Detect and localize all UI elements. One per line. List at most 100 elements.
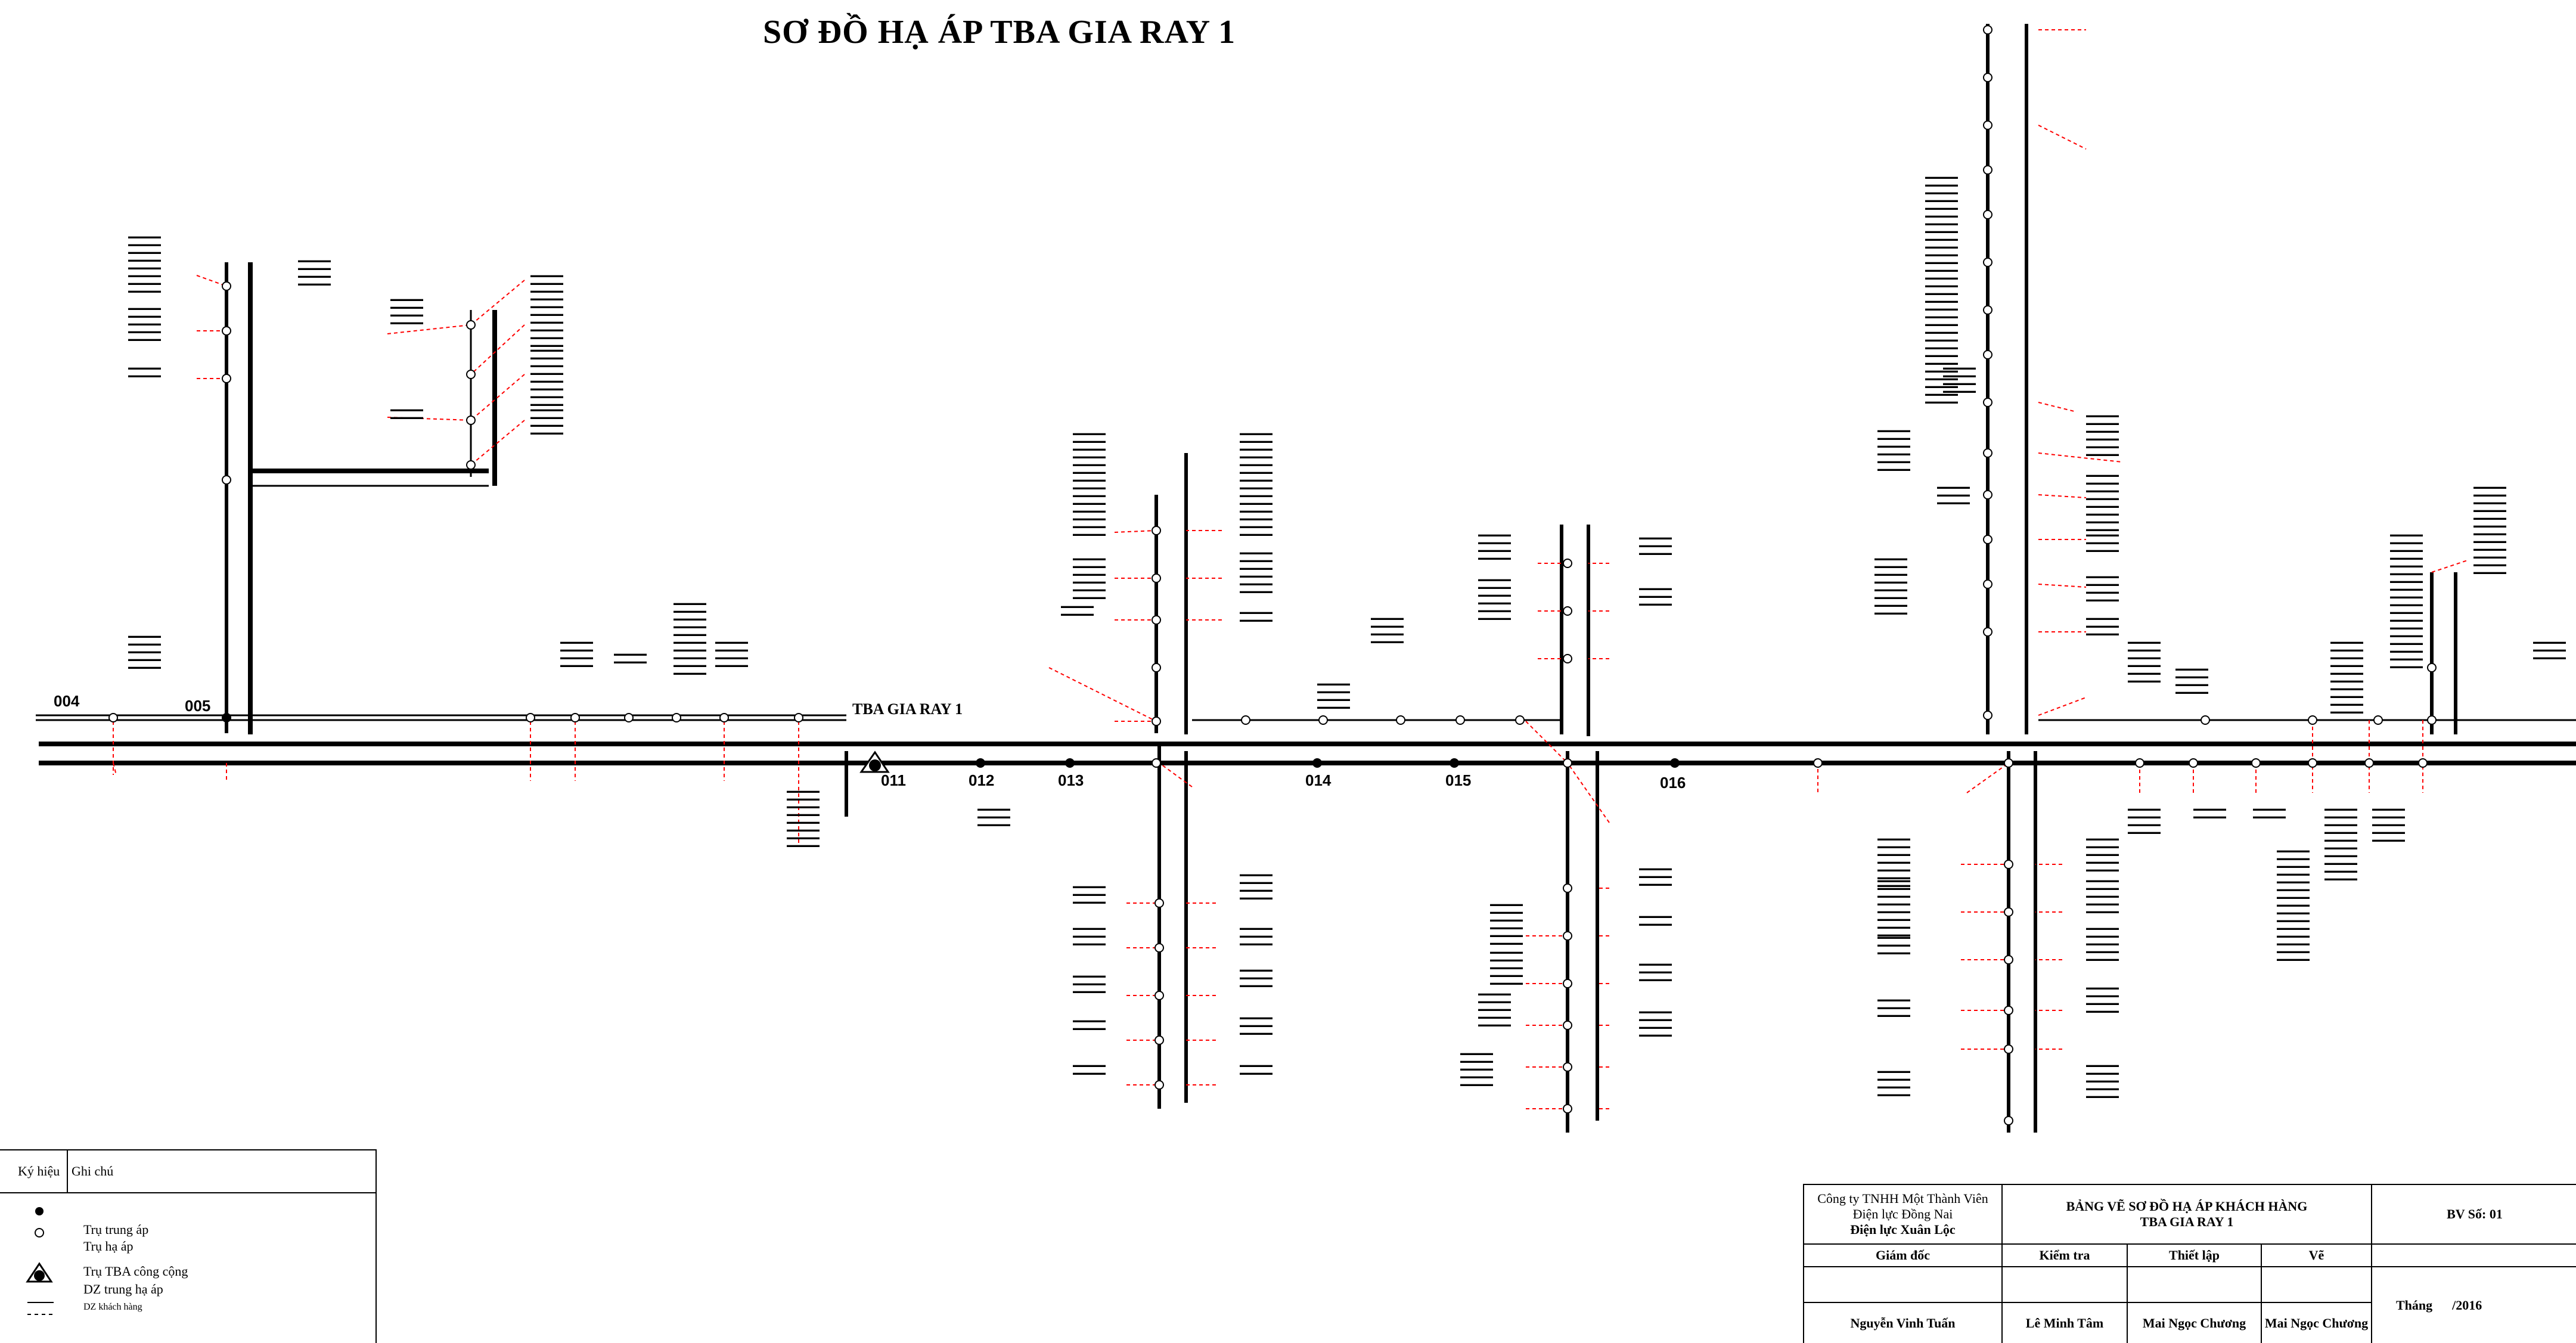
- meter-id: ▬▬▬▬▬: [1925, 173, 1958, 181]
- meter-id: ▬▬▬▬▬: [1240, 445, 1273, 452]
- meter-id: ▬▬▬▬▬: [298, 265, 331, 272]
- customer-line: [1114, 530, 1157, 533]
- lv-pole-circle: [2201, 715, 2210, 725]
- meter-id: ▬▬▬▬▬: [530, 393, 563, 400]
- meter-id: ▬▬▬▬▬: [1877, 1091, 1910, 1098]
- company-line3: Điện lực Xuân Lộc: [1850, 1222, 1956, 1237]
- meter-id: ▬▬▬▬▬: [1874, 578, 1907, 585]
- meter-id: ▬▬▬▬▬: [1240, 894, 1273, 901]
- meter-id: ▬▬▬▬▬: [1925, 243, 1958, 250]
- name-draw: Mai Ngọc Chương: [2262, 1303, 2372, 1343]
- meter-id: ▬▬▬▬▬: [1490, 964, 1523, 971]
- meter-id: ▬▬▬▬▬: [1478, 1013, 1511, 1021]
- meter-id: ▬▬▬▬▬: [1639, 593, 1672, 600]
- meter-id: ▬▬▬▬▬: [2390, 655, 2423, 662]
- lv-pole-circle: [1983, 350, 1992, 359]
- meter-id: ▬▬▬▬▬: [2473, 569, 2506, 576]
- lv-pole-circle: [1152, 758, 1161, 768]
- meter-id: ▬▬▬▬▬: [1240, 580, 1273, 587]
- meter-id: ▬▬▬▬▬: [2473, 538, 2506, 545]
- meter-id: ▬▬▬▬▬: [1943, 372, 1976, 379]
- meter-id: ▬▬▬▬▬: [1073, 1069, 1106, 1077]
- meter-id: ▬▬▬▬▬: [2330, 677, 2363, 684]
- meter-id: ▬▬▬▬▬: [530, 326, 563, 333]
- meter-id: ▬▬▬▬▬: [1240, 484, 1273, 491]
- lv-pole-circle: [466, 370, 476, 379]
- meter-id: ▬▬▬▬▬: [1877, 874, 1910, 881]
- meter-id: ▬▬▬▬▬: [2086, 539, 2119, 546]
- meter-id: ▬▬▬▬▬: [2390, 624, 2423, 631]
- meter-id: ▬▬▬▬▬: [1460, 1065, 1493, 1072]
- meter-id: ▬▬▬▬▬: [128, 320, 161, 327]
- meter-id: ▬▬▬▬▬: [2086, 412, 2119, 419]
- meter-id: ▬▬▬▬▬: [2086, 835, 2119, 842]
- meter-id: ▬▬▬▬▬: [1073, 492, 1106, 499]
- meter-id: ▬▬▬▬▬: [530, 354, 563, 361]
- meter-id: ▬▬▬▬▬: [2324, 829, 2357, 836]
- meter-id: ▬▬▬▬▬: [715, 654, 748, 661]
- meter-id: ▬▬▬▬▬: [2372, 805, 2405, 812]
- meter-id: ▬▬▬▬▬: [1478, 576, 1511, 583]
- customer-line: [470, 374, 525, 421]
- customer-line: [470, 280, 525, 325]
- meter-id: ▬▬▬▬▬: [2086, 1077, 2119, 1084]
- meter-id: ▬▬▬▬▬: [298, 272, 331, 280]
- lv-pole-circle: [1983, 535, 1992, 544]
- meter-id: ▬▬▬▬▬: [2086, 573, 2119, 580]
- lv-pole-circle: [1563, 1021, 1572, 1030]
- customer-line: [113, 762, 117, 776]
- meter-id: ▬▬▬▬▬: [2330, 685, 2363, 692]
- meter-id: ▬▬▬▬▬: [2128, 638, 2161, 646]
- lv-pole-circle: [526, 713, 535, 722]
- meter-id: ▬▬▬▬▬: [2473, 553, 2506, 560]
- name-design: Mai Ngọc Chương: [2128, 1303, 2262, 1343]
- meter-id: ▬▬▬▬▬: [1877, 908, 1910, 915]
- meter-id: ▬▬▬▬▬: [2086, 843, 2119, 850]
- meter-id: ▬▬▬▬▬: [2390, 578, 2423, 585]
- meter-id: ▬▬▬▬▬: [128, 280, 161, 287]
- meter-id: ▬▬▬▬▬: [1478, 615, 1511, 622]
- meter-id: ▬▬▬▬▬: [128, 312, 161, 320]
- meter-id: ▬▬▬▬▬: [2086, 472, 2119, 479]
- meter-id: ▬▬▬▬▬: [1877, 442, 1910, 449]
- meter-id: ▬▬▬▬▬: [2086, 932, 2119, 939]
- lv-pole-circle: [794, 713, 803, 722]
- lv-pole-circle: [222, 326, 231, 336]
- meter-id: ▬▬▬▬▬: [787, 834, 820, 841]
- meter-id: ▬▬▬▬▬: [2390, 647, 2423, 655]
- meter-id: ▬▬▬▬▬: [2086, 479, 2119, 486]
- pole-number: 004: [54, 692, 80, 710]
- meter-id: ▬▬▬▬▬: [1877, 1004, 1910, 1011]
- meter-id: ▬▬▬▬▬: [1925, 228, 1958, 235]
- lv-pole-circle: [1154, 991, 1164, 1000]
- meter-id: ▬▬▬▬▬: [1240, 974, 1273, 981]
- meter-id: ▬▬▬▬▬: [530, 414, 563, 421]
- customer-line: [1159, 762, 1193, 787]
- meter-id: ▬▬▬▬▬: [674, 646, 706, 653]
- meter-id: ▬▬▬▬▬: [1073, 1017, 1106, 1024]
- lv-pole-circle: [672, 713, 681, 722]
- drawing-title-2: TBA GIA RAY 1: [2140, 1214, 2234, 1229]
- meter-id: ▬▬▬▬▬: [1877, 1012, 1910, 1019]
- meter-id: ▬▬▬▬▬: [1925, 398, 1958, 405]
- meter-id: ▬▬▬▬▬: [1925, 266, 1958, 274]
- meter-id: ▬▬▬▬▬: [1240, 492, 1273, 499]
- meter-id: ▬▬▬▬▬: [530, 272, 563, 279]
- meter-id: ▬▬▬▬▬: [1874, 570, 1907, 578]
- meter-id: ▬▬▬▬▬: [674, 623, 706, 630]
- meter-id: ▬▬▬▬▬: [2086, 420, 2119, 427]
- legend-item-customer-line: DZ khách hàng: [83, 1302, 142, 1312]
- meter-id: ▬▬▬▬▬: [2372, 829, 2405, 836]
- legend-symbols: [26, 1207, 54, 1315]
- meter-id: ▬▬▬▬▬: [1240, 507, 1273, 514]
- name-check: Lê Minh Tâm: [2003, 1303, 2128, 1343]
- meter-id: ▬▬▬▬▬: [1073, 988, 1106, 995]
- meter-id: ▬▬▬▬▬: [2086, 956, 2119, 963]
- meter-id: ▬▬▬▬▬: [2128, 669, 2161, 677]
- meter-id: ▬▬▬▬▬: [1478, 1021, 1511, 1028]
- meter-id: ▬▬▬▬▬: [2473, 491, 2506, 498]
- mv-pole-dot: [222, 713, 231, 722]
- meter-id: ▬▬▬▬▬: [1073, 891, 1106, 898]
- legend-item-mv-pole: Trụ trung áp: [83, 1222, 149, 1237]
- meter-id: ▬▬▬▬▬: [614, 658, 647, 665]
